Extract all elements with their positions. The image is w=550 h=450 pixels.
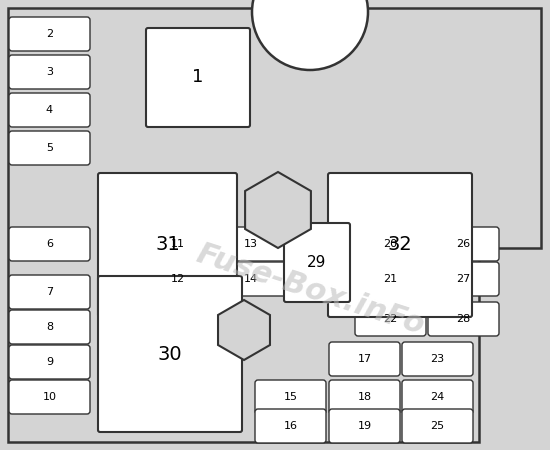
- FancyBboxPatch shape: [428, 262, 499, 296]
- FancyBboxPatch shape: [402, 409, 473, 443]
- Polygon shape: [8, 8, 541, 442]
- FancyBboxPatch shape: [355, 227, 426, 261]
- Polygon shape: [218, 300, 270, 360]
- Text: 19: 19: [358, 421, 372, 431]
- Text: 16: 16: [283, 421, 298, 431]
- FancyBboxPatch shape: [284, 223, 350, 302]
- Text: 10: 10: [42, 392, 57, 402]
- FancyBboxPatch shape: [98, 276, 242, 432]
- FancyBboxPatch shape: [142, 262, 213, 296]
- Text: 3: 3: [46, 67, 53, 77]
- Text: 23: 23: [431, 354, 444, 364]
- Text: 2: 2: [46, 29, 53, 39]
- FancyBboxPatch shape: [98, 173, 237, 317]
- FancyBboxPatch shape: [329, 409, 400, 443]
- FancyBboxPatch shape: [9, 227, 90, 261]
- Text: 8: 8: [46, 322, 53, 332]
- FancyBboxPatch shape: [355, 262, 426, 296]
- Text: 26: 26: [456, 239, 471, 249]
- Text: 25: 25: [431, 421, 444, 431]
- Text: 6: 6: [46, 239, 53, 249]
- FancyBboxPatch shape: [9, 310, 90, 344]
- Polygon shape: [245, 172, 311, 248]
- FancyBboxPatch shape: [146, 28, 250, 127]
- FancyBboxPatch shape: [9, 131, 90, 165]
- Text: 28: 28: [456, 314, 471, 324]
- FancyBboxPatch shape: [9, 17, 90, 51]
- FancyBboxPatch shape: [255, 409, 326, 443]
- FancyBboxPatch shape: [215, 262, 286, 296]
- FancyBboxPatch shape: [402, 342, 473, 376]
- Text: 17: 17: [358, 354, 372, 364]
- Text: 12: 12: [170, 274, 185, 284]
- FancyBboxPatch shape: [9, 55, 90, 89]
- FancyBboxPatch shape: [142, 227, 213, 261]
- Text: 4: 4: [46, 105, 53, 115]
- Text: 7: 7: [46, 287, 53, 297]
- FancyBboxPatch shape: [428, 227, 499, 261]
- FancyBboxPatch shape: [9, 93, 90, 127]
- Text: 24: 24: [430, 392, 444, 402]
- Text: 13: 13: [244, 239, 257, 249]
- Text: 1: 1: [192, 68, 204, 86]
- FancyBboxPatch shape: [428, 302, 499, 336]
- FancyBboxPatch shape: [402, 380, 473, 414]
- FancyBboxPatch shape: [9, 275, 90, 309]
- Text: 29: 29: [307, 255, 327, 270]
- Text: 21: 21: [383, 274, 398, 284]
- Text: 31: 31: [155, 235, 180, 255]
- FancyBboxPatch shape: [9, 345, 90, 379]
- FancyBboxPatch shape: [355, 302, 426, 336]
- Text: 32: 32: [388, 235, 412, 255]
- FancyBboxPatch shape: [328, 173, 472, 317]
- Circle shape: [252, 0, 368, 70]
- Text: 27: 27: [456, 274, 471, 284]
- Text: 9: 9: [46, 357, 53, 367]
- Text: 20: 20: [383, 239, 398, 249]
- Text: 5: 5: [46, 143, 53, 153]
- Text: 14: 14: [244, 274, 257, 284]
- FancyBboxPatch shape: [255, 380, 326, 414]
- Text: 30: 30: [158, 345, 182, 364]
- Text: 18: 18: [358, 392, 372, 402]
- FancyBboxPatch shape: [329, 342, 400, 376]
- FancyBboxPatch shape: [329, 380, 400, 414]
- Text: 11: 11: [170, 239, 184, 249]
- Text: 22: 22: [383, 314, 398, 324]
- Text: Fuse-Box.inFo: Fuse-Box.inFo: [192, 239, 428, 341]
- FancyBboxPatch shape: [9, 380, 90, 414]
- Text: 15: 15: [283, 392, 298, 402]
- FancyBboxPatch shape: [215, 227, 286, 261]
